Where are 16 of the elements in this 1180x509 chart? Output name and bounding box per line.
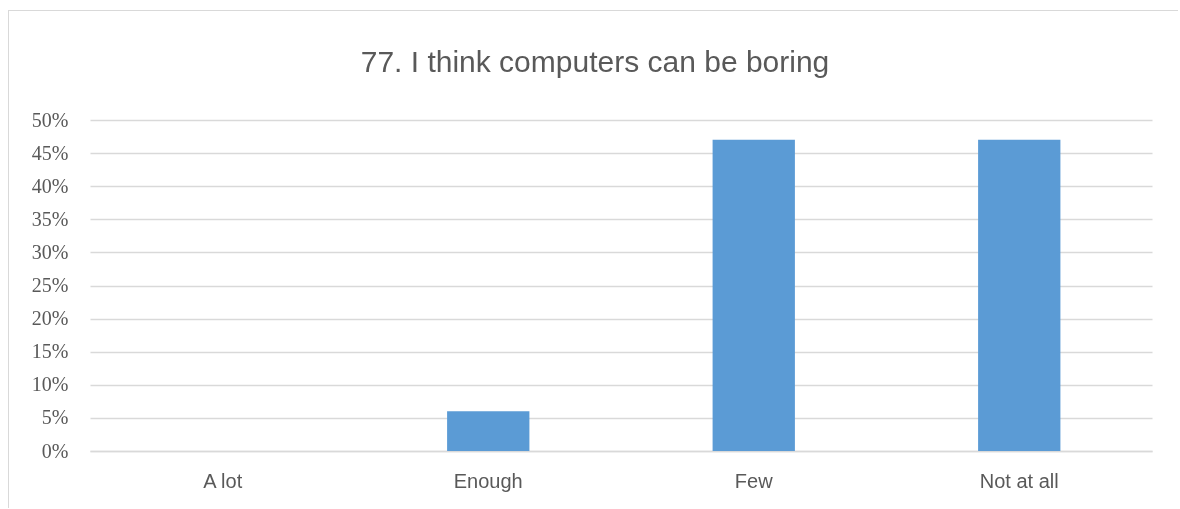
x-tick-label: A lot bbox=[203, 469, 243, 492]
y-tick-label: 15% bbox=[31, 340, 69, 363]
y-tick-label: 50% bbox=[31, 108, 69, 131]
x-tick-label: Enough bbox=[453, 469, 523, 492]
x-tick-label: Few bbox=[734, 469, 774, 492]
y-tick-label: 20% bbox=[31, 307, 69, 330]
y-tick-label: 30% bbox=[31, 240, 69, 263]
x-tick-label: Not at all bbox=[979, 469, 1059, 492]
y-tick-label: 5% bbox=[41, 406, 69, 429]
y-tick-label: 0% bbox=[41, 439, 69, 462]
y-tick-label: 40% bbox=[31, 174, 69, 197]
y-tick-label: 35% bbox=[31, 207, 69, 230]
y-tick-label: 10% bbox=[31, 373, 69, 396]
y-tick-label: 45% bbox=[31, 141, 69, 164]
chart-title: 77. I think computers can be boring bbox=[360, 45, 830, 78]
y-tick-label: 25% bbox=[31, 274, 69, 296]
